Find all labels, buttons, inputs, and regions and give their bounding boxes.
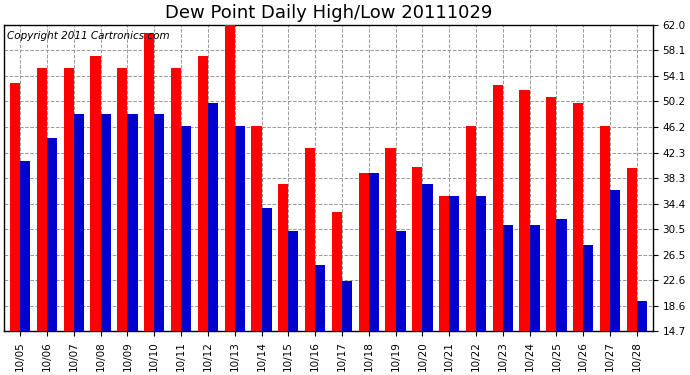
Bar [493, 85, 503, 331]
Bar [90, 56, 101, 331]
Bar [128, 114, 138, 331]
Bar [171, 68, 181, 331]
Bar [520, 90, 529, 331]
Bar [198, 56, 208, 331]
Bar [37, 68, 47, 331]
Bar [181, 126, 191, 331]
Bar [395, 231, 406, 331]
Bar [155, 114, 164, 331]
Bar [251, 126, 262, 331]
Bar [288, 231, 299, 331]
Bar [439, 196, 449, 331]
Bar [101, 114, 111, 331]
Bar [422, 184, 433, 331]
Bar [637, 301, 647, 331]
Bar [412, 167, 422, 331]
Bar [449, 196, 460, 331]
Bar [332, 212, 342, 331]
Bar [342, 281, 352, 331]
Bar [262, 208, 272, 331]
Bar [546, 97, 556, 331]
Bar [47, 138, 57, 331]
Bar [74, 114, 84, 331]
Bar [20, 161, 30, 331]
Bar [144, 33, 155, 331]
Bar [556, 219, 566, 331]
Bar [385, 148, 395, 331]
Bar [208, 103, 218, 331]
Bar [278, 184, 288, 331]
Bar [368, 172, 379, 331]
Bar [600, 126, 610, 331]
Bar [359, 172, 368, 331]
Bar [63, 68, 74, 331]
Bar [529, 225, 540, 331]
Bar [235, 126, 245, 331]
Bar [476, 196, 486, 331]
Bar [315, 265, 325, 331]
Bar [305, 148, 315, 331]
Title: Dew Point Daily High/Low 20111029: Dew Point Daily High/Low 20111029 [165, 4, 492, 22]
Bar [10, 83, 20, 331]
Bar [583, 245, 593, 331]
Bar [117, 68, 128, 331]
Bar [627, 168, 637, 331]
Bar [466, 126, 476, 331]
Bar [503, 225, 513, 331]
Bar [610, 190, 620, 331]
Bar [573, 103, 583, 331]
Bar [224, 19, 235, 331]
Text: Copyright 2011 Cartronics.com: Copyright 2011 Cartronics.com [8, 31, 170, 41]
